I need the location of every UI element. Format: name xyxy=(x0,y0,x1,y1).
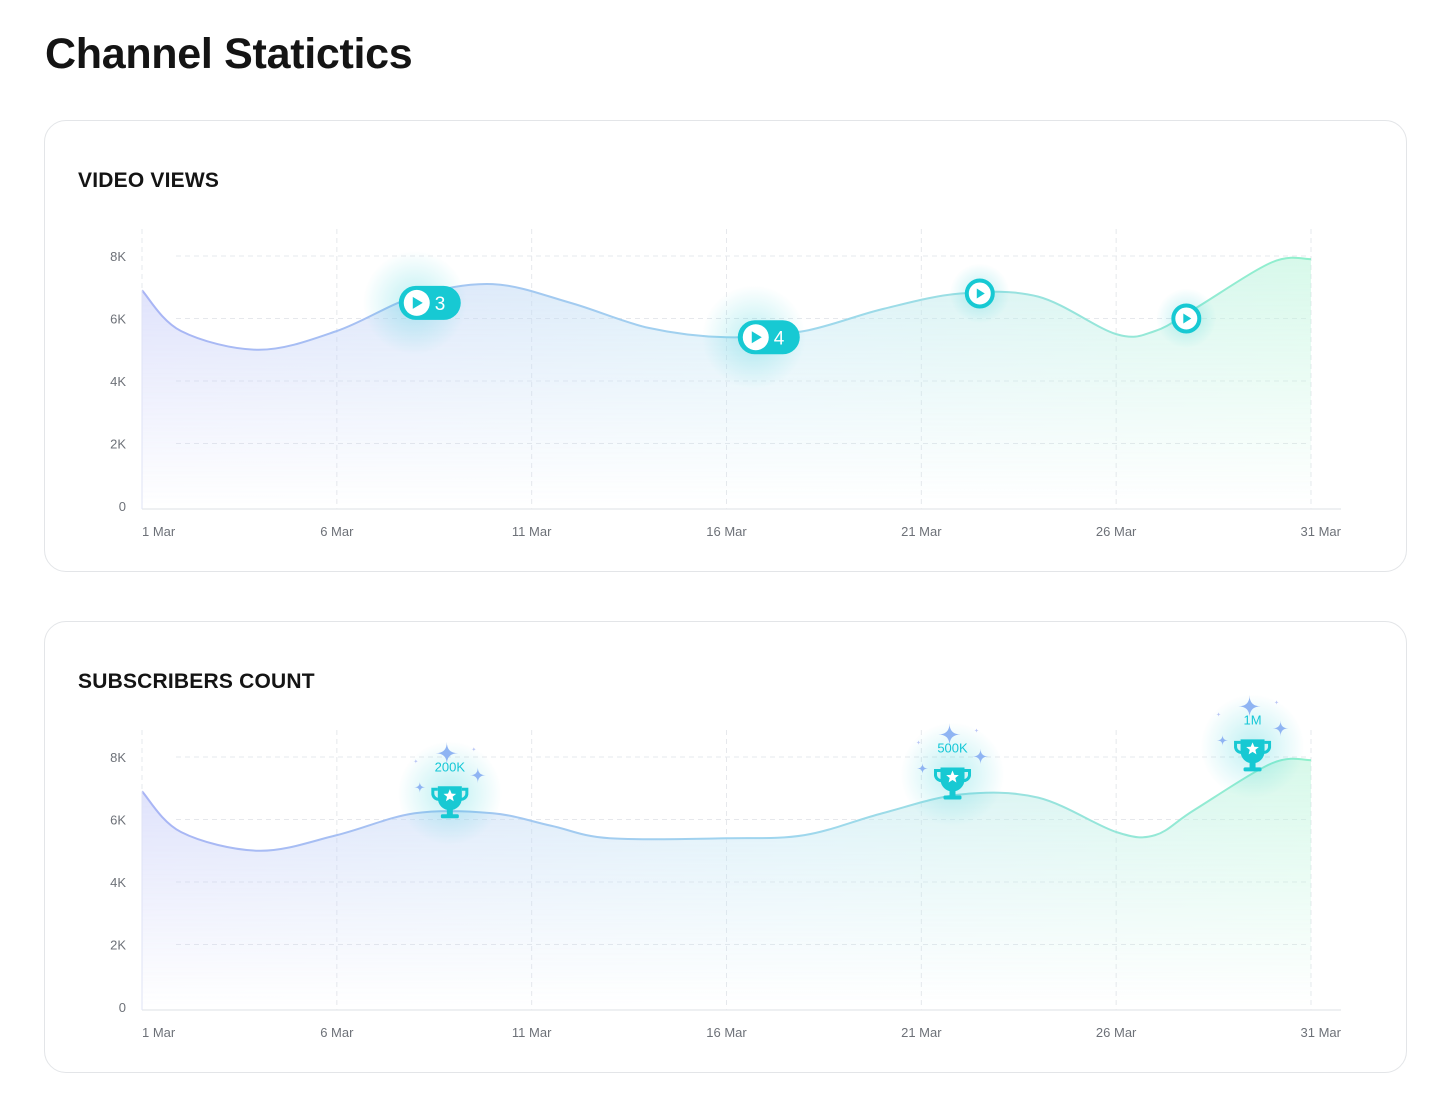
sparkle-icon xyxy=(916,762,929,775)
x-tick-label: 16 Mar xyxy=(706,524,747,539)
y-tick-label: 4K xyxy=(110,875,126,890)
video-count-label: 4 xyxy=(774,328,785,349)
sparkle-icon xyxy=(972,748,989,765)
sparkle-icon xyxy=(435,742,459,765)
y-tick-label: 8K xyxy=(110,750,126,765)
video-views-chart: 0 2K 4K 6K 8K 1 Mar 6 Mar 11 Mar 16 Mar 21 Mar 26 … xyxy=(110,229,1342,539)
sparkle-icon xyxy=(471,746,477,752)
y-tick-label: 0 xyxy=(119,499,126,514)
video-count-label: 3 xyxy=(435,294,446,315)
y-tick-label: 2K xyxy=(110,437,126,452)
milestone-marker[interactable]: 500K xyxy=(900,722,1005,827)
sparkle-icon xyxy=(1274,699,1279,705)
play-icon xyxy=(1171,303,1202,334)
y-tick-label: 8K xyxy=(110,249,126,264)
x-tick-label: 26 Mar xyxy=(1096,1025,1137,1040)
video-views-card: VIDEO VIEWS 0 2K 4K 6K 8K 1 Mar 6 Mar 11 Mar 16 … xyxy=(44,120,1407,572)
sparkle-icon xyxy=(1238,695,1261,718)
x-tick-label: 1 Mar xyxy=(142,524,176,539)
milestone-marker[interactable]: 200K xyxy=(397,741,502,846)
sparkle-icon xyxy=(1216,734,1229,746)
video-marker[interactable]: 3 xyxy=(362,250,467,355)
y-tick-label: 6K xyxy=(110,813,126,828)
milestone-marker[interactable]: 1M xyxy=(1200,694,1305,799)
play-icon xyxy=(964,278,995,309)
subscribers-count-chart: 0 2K 4K 6K 8K 1 Mar 6 Mar 11 Mar 16 Mar 21 Mar 26 … xyxy=(110,694,1342,1040)
x-tick-label: 21 Mar xyxy=(901,1025,942,1040)
sparkle-icon xyxy=(1216,711,1221,717)
y-tick-label: 4K xyxy=(110,374,126,389)
x-tick-label: 11 Mar xyxy=(512,524,552,539)
x-tick-label: 16 Mar xyxy=(706,1025,747,1040)
subscribers-count-card: SUBSCRIBERS COUNT 0 2K 4K 6K 8K 1 Mar 6 Mar 11 … xyxy=(44,621,1407,1073)
y-tick-label: 0 xyxy=(119,1000,126,1015)
trophy-icon xyxy=(431,786,469,819)
video-marker[interactable] xyxy=(949,263,1010,324)
sparkle-icon xyxy=(414,781,426,793)
sparkle-icon xyxy=(938,723,961,746)
sparkle-icon xyxy=(469,767,486,784)
x-tick-label: 6 Mar xyxy=(320,1025,354,1040)
video-marker[interactable]: 4 xyxy=(701,285,806,390)
x-tick-label: 31 Mar xyxy=(1301,1025,1342,1040)
trophy-icon xyxy=(1234,739,1272,772)
series-line xyxy=(141,757,1312,852)
subscribers-count-title: SUBSCRIBERS COUNT xyxy=(78,670,315,693)
video-views-title: VIDEO VIEWS xyxy=(78,169,220,192)
sparkle-icon xyxy=(974,728,979,733)
x-tick-label: 1 Mar xyxy=(142,1025,176,1040)
video-marker[interactable] xyxy=(1156,288,1217,349)
trophy-icon xyxy=(934,767,972,800)
y-tick-label: 6K xyxy=(110,312,126,327)
y-tick-label: 2K xyxy=(110,938,126,953)
sparkle-icon xyxy=(916,740,921,745)
milestone-label: 500K xyxy=(937,741,968,756)
page-title: Channel Statictics xyxy=(45,30,413,78)
x-tick-label: 31 Mar xyxy=(1301,524,1342,539)
milestone-label: 200K xyxy=(435,759,466,774)
x-tick-label: 26 Mar xyxy=(1096,524,1137,539)
play-icon xyxy=(742,324,769,351)
x-tick-label: 21 Mar xyxy=(901,524,942,539)
milestone-label: 1M xyxy=(1244,712,1262,727)
x-tick-label: 11 Mar xyxy=(512,1025,552,1040)
x-tick-label: 6 Mar xyxy=(320,524,354,539)
sparkle-icon xyxy=(413,758,419,764)
sparkle-icon xyxy=(1272,720,1289,737)
play-icon xyxy=(403,289,430,316)
